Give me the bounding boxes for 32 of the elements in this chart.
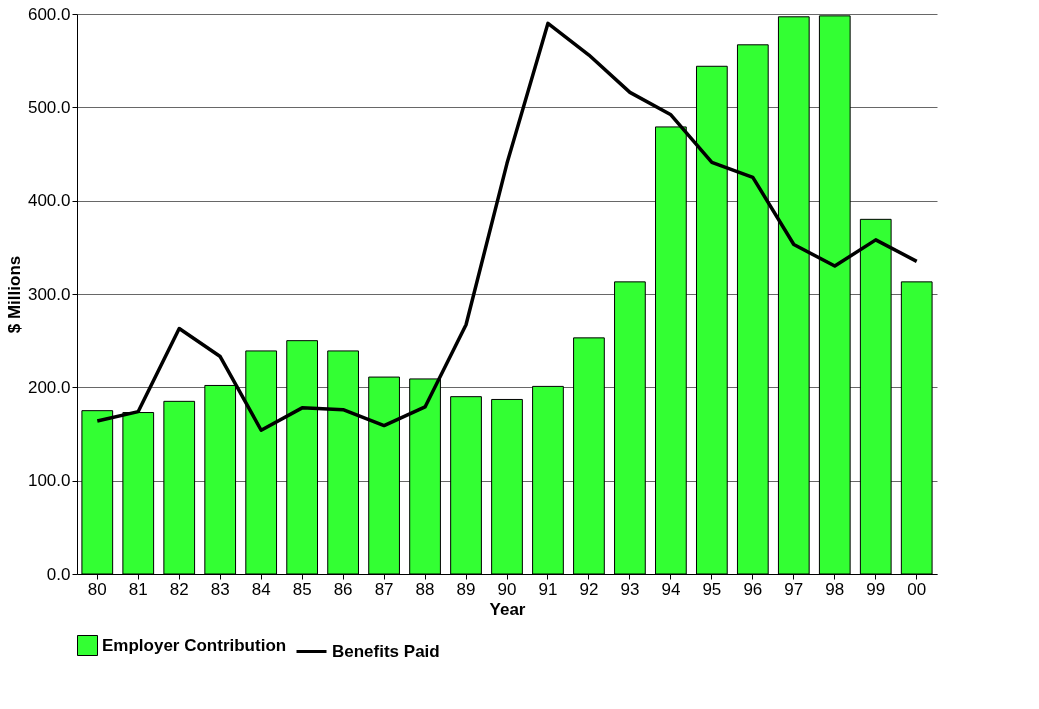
y-tick-label: 200.0 <box>27 377 71 397</box>
x-tick-label: 87 <box>374 579 394 599</box>
x-tick-label: 86 <box>333 579 353 599</box>
x-axis-title: Year <box>489 599 526 619</box>
legend-label: Benefits Paid <box>332 641 440 661</box>
x-tick-label: 90 <box>497 579 517 599</box>
x-tick-label: 80 <box>87 579 107 599</box>
x-tick-label: 93 <box>620 579 640 599</box>
x-tick-label: 92 <box>579 579 599 599</box>
x-tick-label: 89 <box>456 579 476 599</box>
x-tick-label: 84 <box>251 579 271 599</box>
x-tick-label: 96 <box>743 579 763 599</box>
x-tick-label: 99 <box>866 579 886 599</box>
x-tick-label: 85 <box>292 579 312 599</box>
y-tick-label: 600.0 <box>27 4 71 24</box>
x-tick-label: 98 <box>825 579 845 599</box>
x-tick-label: 95 <box>702 579 722 599</box>
y-axis-title: $ Millions <box>4 255 24 334</box>
legend-label: Employer Contribution <box>102 635 287 655</box>
y-tick-label: 400.0 <box>27 191 71 211</box>
y-tick-label: 300.0 <box>27 284 71 304</box>
x-tick-label: 81 <box>128 579 148 599</box>
x-tick-label: 94 <box>661 579 681 599</box>
y-tick-label: 500.0 <box>27 97 71 117</box>
x-tick-label: 82 <box>169 579 189 599</box>
x-tick-label: 97 <box>784 579 804 599</box>
x-tick-label: 88 <box>415 579 435 599</box>
x-tick-label: 83 <box>210 579 230 599</box>
y-tick-label: 0.0 <box>46 564 71 584</box>
x-tick-label: 91 <box>538 579 558 599</box>
y-tick-label: 100.0 <box>27 471 71 491</box>
x-tick-label: 00 <box>907 579 927 599</box>
